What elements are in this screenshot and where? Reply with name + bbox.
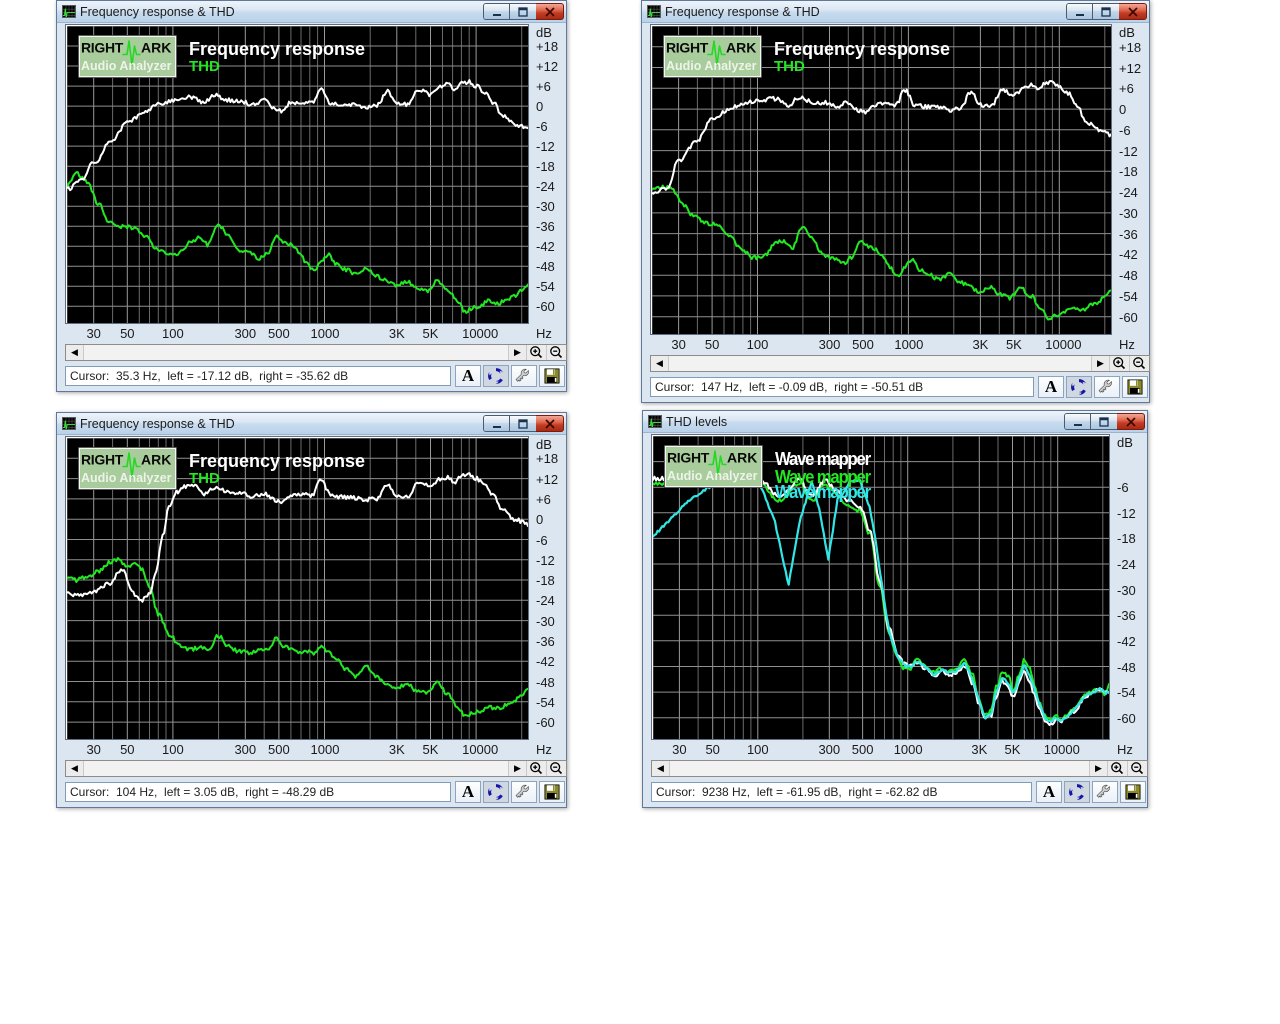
svg-text:Audio Analyzer: Audio Analyzer [81, 471, 172, 485]
svg-text:RIGHT: RIGHT [666, 40, 709, 56]
svg-text:ARK: ARK [726, 40, 756, 56]
svg-text:RIGHT: RIGHT [667, 450, 710, 466]
svg-text:Audio Analyzer: Audio Analyzer [81, 59, 172, 73]
svg-text:Audio Analyzer: Audio Analyzer [667, 469, 758, 483]
svg-text:Audio Analyzer: Audio Analyzer [666, 59, 757, 73]
svg-text:ARK: ARK [727, 450, 757, 466]
svg-text:ARK: ARK [141, 452, 171, 468]
svg-text:RIGHT: RIGHT [81, 452, 124, 468]
svg-text:ARK: ARK [141, 40, 171, 56]
svg-text:RIGHT: RIGHT [81, 40, 124, 56]
